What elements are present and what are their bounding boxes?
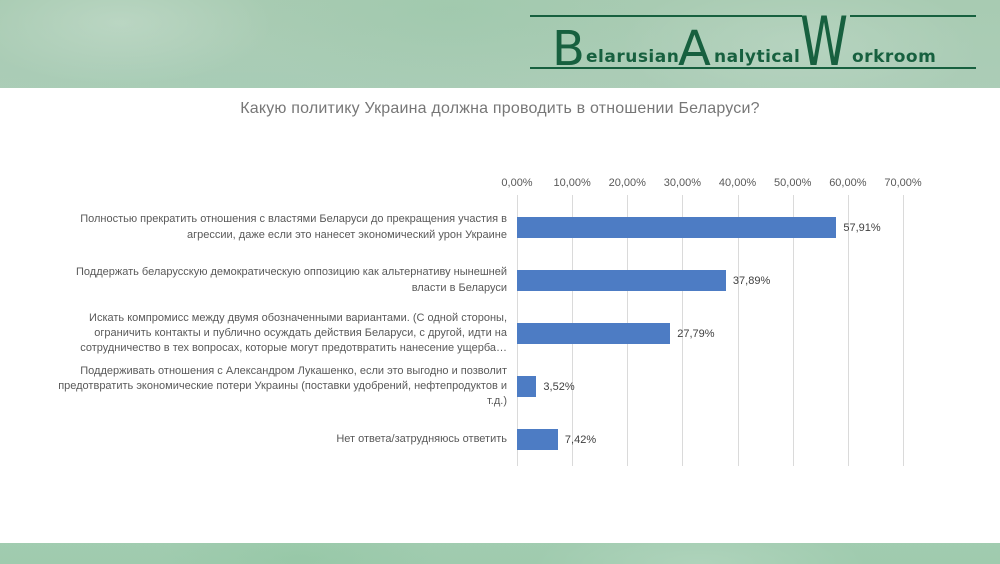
value-label: 27,79% bbox=[677, 327, 715, 340]
gridline bbox=[903, 195, 904, 466]
x-tick-label: 0,00% bbox=[501, 177, 533, 189]
x-tick-label: 20,00% bbox=[608, 177, 646, 189]
logo-initial-w: W bbox=[800, 9, 848, 73]
value-label: 3,52% bbox=[543, 380, 575, 393]
x-tick-label: 50,00% bbox=[774, 177, 812, 189]
value-label: 57,91% bbox=[843, 221, 881, 234]
x-tick-label: 60,00% bbox=[829, 177, 867, 189]
category-label: Поддержать беларусскую демократическую о… bbox=[76, 266, 507, 294]
category-label: Нет ответа/затрудняюсь ответить bbox=[336, 432, 507, 445]
gridline bbox=[682, 195, 684, 466]
x-tick-label: 70,00% bbox=[884, 177, 922, 189]
bar-cell: 27,79% bbox=[510, 323, 960, 344]
category-label: Поддерживать отношения с Александром Лук… bbox=[58, 364, 507, 408]
chart-row: Поддерживать отношения с Александром Лук… bbox=[50, 360, 960, 413]
x-tick-label: 40,00% bbox=[718, 177, 757, 189]
logo-belarusian-analytical-workroom: B elarusian A nalytical W orkroom bbox=[528, 9, 978, 73]
logo-word-analytical: nalytical bbox=[714, 47, 800, 67]
bar-cell: 7,42% bbox=[510, 429, 960, 450]
gridline bbox=[792, 195, 794, 466]
chart-row: Нет ответа/затрудняюсь ответить 7,42% bbox=[50, 413, 960, 466]
top-band: B elarusian A nalytical W orkroom bbox=[0, 0, 1000, 88]
x-axis: 0,00% 10,00% 20,00% 30,00% 40,00% 50,00% 60,00… bbox=[50, 176, 960, 194]
logo-word-workroom: orkroom bbox=[852, 47, 936, 67]
logo-word-belarusian: elarusian bbox=[586, 47, 679, 67]
value-label: 7,42% bbox=[564, 433, 597, 446]
logo-initial-a: A bbox=[678, 21, 711, 73]
content-panel: Какую политику Украина должна проводить … bbox=[0, 88, 1000, 543]
bar-cell: 57,91% bbox=[510, 217, 960, 238]
bar-chart: 0,00% 10,00% 20,00% 30,00% 40,00% 50,00% 60,00… bbox=[50, 176, 960, 476]
gridline bbox=[847, 195, 849, 466]
bar bbox=[517, 270, 726, 291]
bar bbox=[517, 429, 558, 450]
bar bbox=[517, 376, 537, 397]
x-tick-label: 30,00% bbox=[663, 177, 702, 189]
value-label: 37,89% bbox=[732, 274, 771, 287]
x-tick-label: 10,00% bbox=[553, 177, 591, 189]
bottom-band bbox=[0, 543, 1000, 564]
chart-rows: Полностью прекратить отношения с властям… bbox=[50, 201, 960, 466]
bar-cell: 3,52% bbox=[510, 376, 960, 397]
category-label: Полностью прекратить отношения с властям… bbox=[80, 213, 507, 241]
bar bbox=[517, 217, 837, 238]
chart-row: Поддержать беларусскую демократическую о… bbox=[50, 254, 960, 307]
gridline bbox=[737, 195, 739, 466]
chart-row: Искать компромисс между двумя обозначенн… bbox=[50, 307, 960, 360]
chart-title: Какую политику Украина должна проводить … bbox=[240, 100, 760, 117]
logo-initial-b: B bbox=[552, 21, 585, 73]
logo-graphic: B elarusian A nalytical W orkroom bbox=[530, 9, 976, 73]
bar-cell: 37,89% bbox=[510, 270, 960, 291]
chart-row: Полностью прекратить отношения с властям… bbox=[50, 201, 960, 254]
bar bbox=[517, 323, 671, 344]
category-label: Искать компромисс между двумя обозначенн… bbox=[80, 311, 507, 355]
